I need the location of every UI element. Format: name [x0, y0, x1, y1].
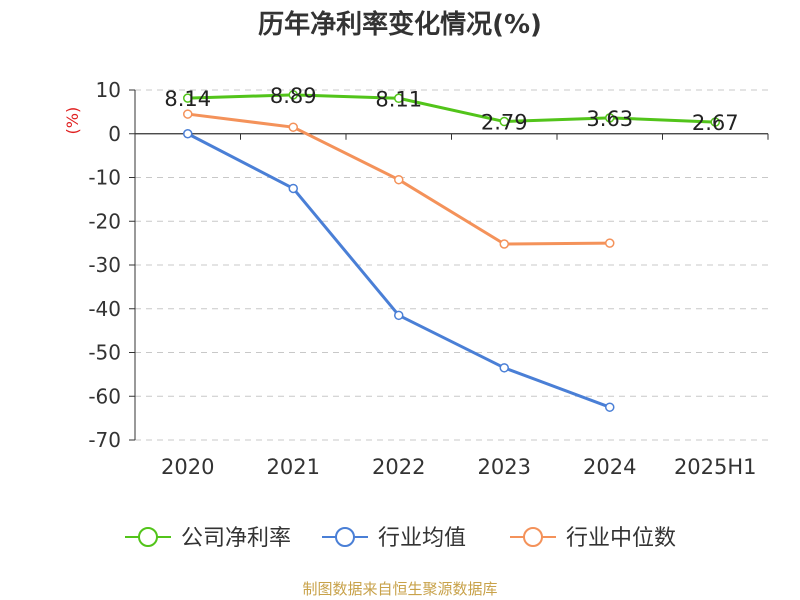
data-point [394, 93, 404, 104]
data-point [288, 122, 298, 132]
data-point [183, 129, 193, 139]
data-point [499, 116, 509, 127]
y-tick-label: -60 [88, 384, 121, 408]
y-tick-label: -40 [88, 297, 121, 321]
data-label: 8.11 [375, 87, 422, 111]
data-point [183, 93, 193, 103]
data-point [499, 363, 509, 373]
series-lines [183, 90, 720, 412]
data-point [605, 402, 615, 412]
source-note: 制图数据来自恒生聚源数据库 [302, 580, 498, 598]
legend-marker [335, 527, 355, 547]
y-tick-label: 10 [96, 78, 121, 102]
data-point [394, 174, 404, 185]
series-line [187, 132, 611, 409]
data-labels: 8.14 8.89 8.11 2.79 3.63 2.67 [164, 84, 738, 135]
x-tick-label: 2023 [478, 455, 531, 479]
data-label: 8.14 [164, 87, 211, 111]
data-label: 8.89 [270, 84, 317, 108]
axes: 10 0 -10 -20 -30 -40 -50 -60 -70 (%) 2020 2021 2022 2… [63, 78, 769, 479]
y-tick-label: -50 [88, 341, 121, 365]
x-tick-label: 2024 [583, 455, 636, 479]
y-tick-label: -70 [88, 428, 121, 452]
data-point [394, 310, 404, 321]
y-axis-label: (%) [63, 107, 82, 135]
data-point [605, 238, 615, 248]
y-tick-label: -30 [88, 253, 121, 277]
legend-label: 行业中位数 [566, 526, 676, 551]
x-tick-label: 2021 [267, 455, 320, 479]
data-point [710, 117, 720, 127]
y-tick-label: 0 [108, 122, 121, 146]
data-point [605, 113, 615, 123]
y-tick-label: -20 [88, 209, 121, 233]
gridlines [135, 89, 768, 441]
legend-marker [523, 527, 543, 547]
legend-label: 公司净利率 [181, 526, 291, 551]
x-tick-label: 2025H1 [674, 455, 757, 479]
legend-label: 行业均值 [378, 526, 466, 551]
y-tick-label: -10 [88, 166, 121, 190]
data-point [499, 239, 509, 249]
legend: 公司净利率 行业均值 行业中位数 [125, 526, 676, 551]
data-point [288, 90, 298, 100]
data-point [183, 109, 193, 119]
x-tick-label: 2022 [372, 455, 425, 479]
data-label: 2.79 [481, 111, 528, 135]
data-label: 2.67 [692, 111, 739, 135]
legend-marker [138, 527, 158, 547]
chart-title: 历年净利率变化情况(%) [258, 10, 542, 40]
data-label: 3.63 [586, 107, 633, 131]
data-point [288, 183, 298, 194]
x-tick-label: 2020 [161, 455, 214, 479]
series-line [187, 93, 716, 124]
